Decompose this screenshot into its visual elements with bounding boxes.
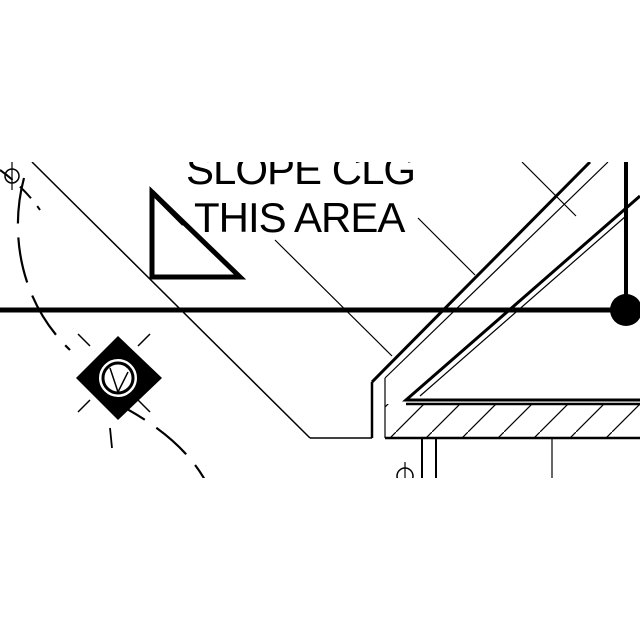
- ceiling-fan-light-icon: [76, 333, 162, 449]
- small-circle-icon: [4, 162, 20, 190]
- receptacle-icon: [396, 462, 414, 478]
- sloped-wall-inner-diag: [384, 162, 609, 379]
- soffit-outline: [401, 194, 640, 402]
- hatched-wall-section: [385, 402, 640, 440]
- soffit-inner-diag: [419, 215, 627, 397]
- sloped-wall-outer-diag: [370, 162, 592, 384]
- note-leader-left: [274, 239, 393, 357]
- triangle-slope-marker-icon: [149, 186, 247, 280]
- thin-diagonal-top: [521, 162, 577, 217]
- sloped-ceiling-edge-line: [31, 162, 311, 439]
- dashed-arc-top: [0, 169, 41, 211]
- note-text-line2: THIS AREA: [194, 194, 405, 241]
- note-text-line1: SLOPE CLG: [186, 146, 415, 193]
- column-dot-icon: [610, 294, 640, 326]
- note-leader-right: [417, 217, 476, 276]
- dashed-arc: [16, 177, 71, 351]
- triangle-inner-leader: [150, 190, 186, 226]
